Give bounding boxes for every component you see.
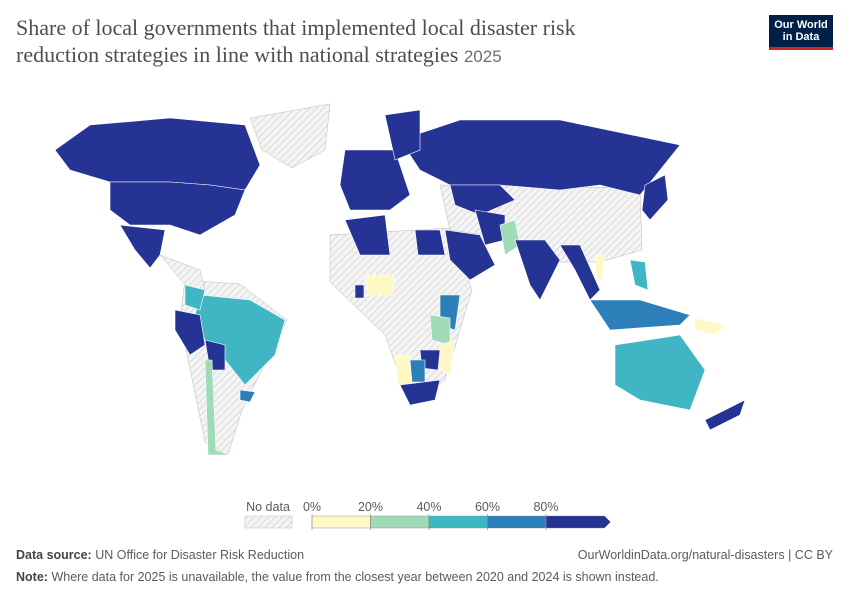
legend-tick-label: 20% (358, 500, 383, 514)
legend-tick-label: 80% (533, 500, 558, 514)
country (449, 184, 516, 216)
legend-swatch (487, 515, 547, 529)
logo-line: Our World (774, 19, 828, 31)
country (174, 309, 206, 356)
url[interactable]: OurWorldinData.org/natural-disasters | C… (577, 548, 833, 562)
country (339, 149, 411, 211)
country (354, 284, 365, 299)
country (444, 229, 496, 281)
country (614, 334, 706, 411)
country (559, 244, 601, 301)
source-label: Data source: (16, 548, 92, 562)
country (414, 229, 446, 256)
country (54, 117, 261, 191)
legend-swatch (370, 515, 430, 529)
legend-tick-label: 0% (303, 500, 321, 514)
legend-swatch (428, 515, 488, 529)
year: 2025 (463, 47, 502, 66)
legend-swatch (545, 515, 611, 529)
land (249, 103, 331, 169)
legend-label: No data (246, 500, 290, 514)
note-label: Note: (16, 570, 48, 584)
land (159, 254, 206, 291)
legend-swatch (311, 515, 371, 529)
legend-tick-label: 40% (416, 500, 441, 514)
source: Data source: UN Office for Disaster Risk… (16, 548, 304, 562)
country (384, 109, 421, 161)
country (409, 359, 426, 383)
logo[interactable]: Our World in Data (769, 15, 833, 50)
country (694, 317, 726, 336)
note-text: Where data for 2025 is unavailable, the … (51, 570, 659, 584)
logo-line: in Data (782, 31, 820, 43)
country (399, 379, 441, 406)
country (119, 224, 166, 269)
legend-tick-label: 60% (475, 500, 500, 514)
country (437, 339, 456, 376)
country (394, 354, 413, 386)
title-block: Share of local governments that implemen… (16, 14, 656, 70)
country (589, 299, 691, 331)
country (594, 254, 606, 281)
no-data-swatch (244, 515, 293, 529)
country (514, 239, 561, 301)
country (239, 389, 256, 403)
country (641, 174, 669, 221)
country (399, 119, 681, 196)
note: Note: Where data for 2025 is unavailable… (16, 570, 659, 584)
country (344, 214, 391, 256)
country (109, 181, 246, 236)
country (629, 259, 649, 291)
country (429, 314, 451, 346)
chart-title: Share of local governments that implemen… (16, 15, 576, 67)
country (184, 284, 206, 311)
source-text: UN Office for Disaster Risk Reduction (95, 548, 305, 562)
country (704, 399, 746, 431)
country (364, 274, 396, 296)
country (204, 359, 231, 456)
